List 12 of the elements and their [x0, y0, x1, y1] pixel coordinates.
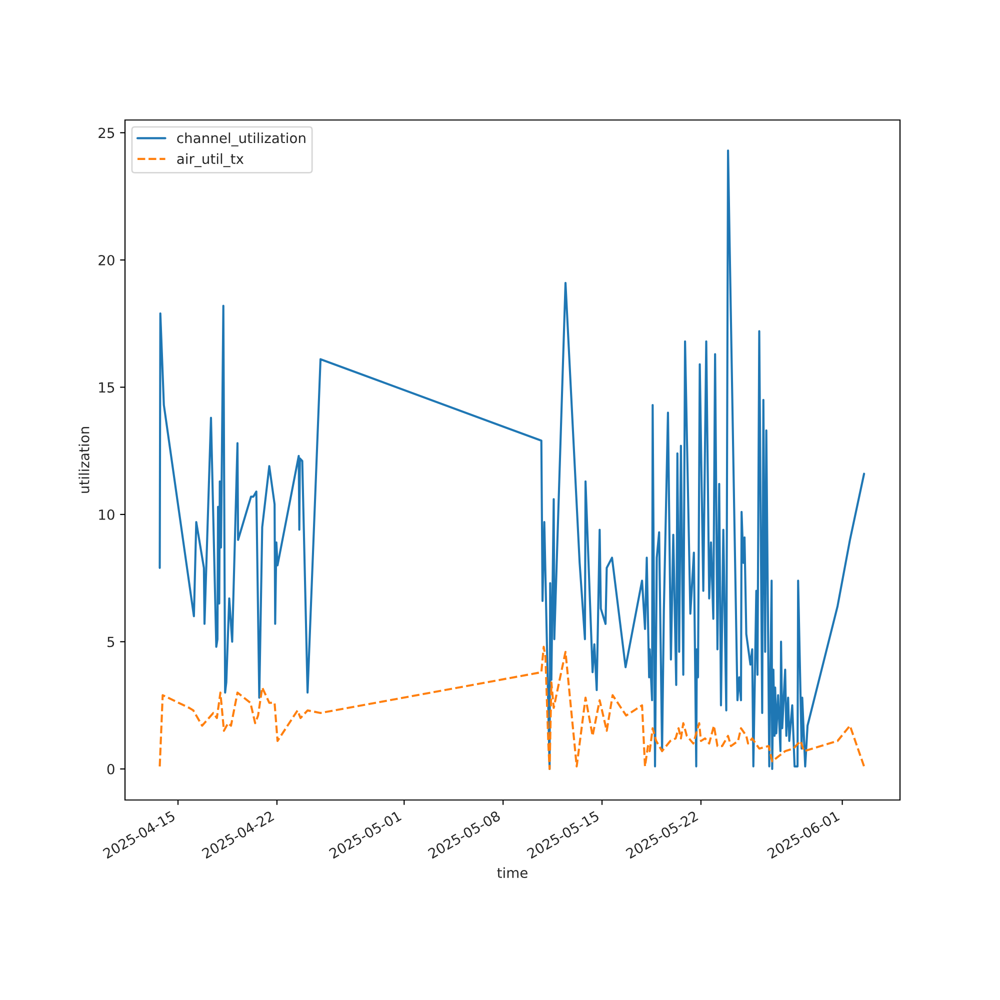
- y-tick-label: 15: [99, 382, 114, 393]
- x-axis-title: time: [497, 867, 528, 878]
- y-axis-title: utilization: [78, 427, 90, 493]
- y-tick-label: 25: [98, 128, 114, 138]
- legend-label: channel_utilization: [177, 132, 306, 146]
- legend-label: air_util_tx: [177, 153, 244, 168]
- y-tick-label: 20: [98, 254, 114, 266]
- y-tick-label: 5: [108, 636, 114, 648]
- line-series: [158, 149, 866, 770]
- line-series: [158, 646, 866, 770]
- y-tick-label: 10: [99, 509, 114, 520]
- y-tick-label: 0: [107, 764, 114, 774]
